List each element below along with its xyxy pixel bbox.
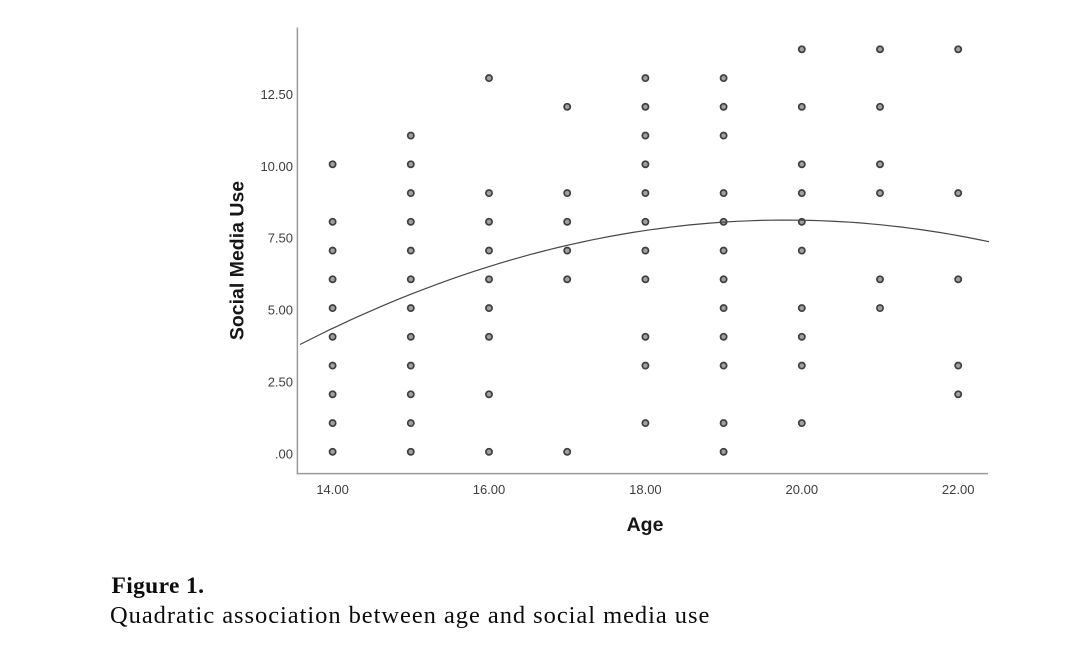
svg-text:20.00: 20.00 — [786, 482, 819, 497]
svg-text:Figure 1.: Figure 1. — [112, 573, 205, 599]
svg-text:7.50: 7.50 — [268, 231, 293, 246]
svg-text:5.00: 5.00 — [268, 303, 293, 318]
svg-text:16.00: 16.00 — [473, 482, 506, 497]
svg-text:Social Media Use: Social Media Use — [227, 181, 249, 340]
svg-text:Age: Age — [627, 514, 664, 536]
svg-text:18.00: 18.00 — [629, 482, 662, 497]
svg-text:22.00: 22.00 — [942, 482, 975, 497]
svg-text:12.50: 12.50 — [260, 87, 293, 102]
svg-text:.00: .00 — [275, 446, 293, 461]
svg-text:2.50: 2.50 — [268, 374, 293, 389]
svg-text:14.00: 14.00 — [316, 482, 349, 497]
svg-text:10.00: 10.00 — [260, 159, 293, 174]
svg-text:Quadratic association between: Quadratic association between age and so… — [110, 602, 710, 629]
